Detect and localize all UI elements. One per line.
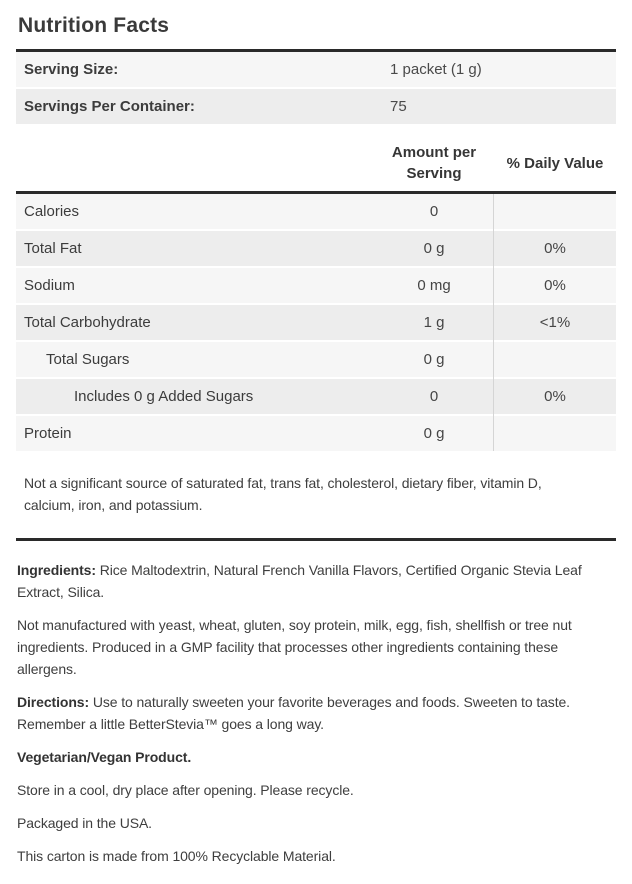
vegetarian-vegan-paragraph: Vegetarian/Vegan Product. <box>17 746 615 768</box>
packaged-text: Packaged in the USA. <box>17 815 152 831</box>
column-divider <box>493 194 494 451</box>
nutrient-amount: 0 g <box>423 425 445 442</box>
product-info-section: Ingredients: Rice Maltodextrin, Natural … <box>16 541 616 867</box>
servings-per-container-row: Servings Per Container: 75 <box>16 89 616 124</box>
nutrient-table-top-rule <box>16 191 616 194</box>
nutrient-table-header: Amount per Serving % Daily Value <box>16 142 616 191</box>
top-rule <box>16 49 616 52</box>
nutrient-daily-value: 0% <box>544 388 566 405</box>
amount-per-serving-header: Amount per Serving <box>391 144 477 182</box>
daily-value-header: % Daily Value <box>506 154 604 172</box>
nutrient-label: Total Fat <box>24 240 82 257</box>
ingredients-lead: Ingredients: <box>17 562 96 578</box>
recyclable-paragraph: This carton is made from 100% Recyclable… <box>17 845 615 867</box>
nutrient-daily-value: 0% <box>544 277 566 294</box>
nutrient-label: Total Carbohydrate <box>24 314 151 331</box>
directions-text: Use to naturally sweeten your favorite b… <box>17 694 570 732</box>
nutrient-label: Total Sugars <box>46 351 130 368</box>
page-title: Nutrition Facts <box>18 14 170 37</box>
nutrient-amount: 0 <box>429 203 439 220</box>
nutrient-daily-value: 0% <box>544 240 566 257</box>
vegetarian-vegan-lead: Vegetarian/Vegan Product. <box>17 749 192 765</box>
nutrient-label: Protein <box>24 425 72 442</box>
table-row-total-sugars: Total Sugars 0 g <box>16 342 616 377</box>
serving-size-value: 1 packet (1 g) <box>390 61 482 78</box>
ingredients-text: Rice Maltodextrin, Natural French Vanill… <box>17 562 582 600</box>
nutrient-label: Includes 0 g Added Sugars <box>74 388 254 405</box>
nutrient-table-body: Calories 0 Total Fat 0 g 0% Sodium 0 mg … <box>16 194 616 451</box>
nutrient-amount: 1 g <box>423 314 445 331</box>
nutrient-amount: 0 <box>429 388 439 405</box>
table-row-total-carbohydrate: Total Carbohydrate 1 g <1% <box>16 305 616 340</box>
directions-paragraph: Directions: Use to naturally sweeten you… <box>17 691 615 735</box>
allergen-paragraph: Not manufactured with yeast, wheat, glut… <box>17 614 615 680</box>
nutrient-amount: 0 g <box>423 351 445 368</box>
nutrient-label: Sodium <box>24 277 75 294</box>
serving-size-label: Serving Size: <box>24 61 119 78</box>
nutrient-label: Calories <box>24 203 80 220</box>
servings-per-container-label: Servings Per Container: <box>24 98 195 115</box>
table-row-sodium: Sodium 0 mg 0% <box>16 268 616 303</box>
table-row-added-sugars: Includes 0 g Added Sugars 0 0% <box>16 379 616 414</box>
nutrient-table: Amount per Serving % Daily Value Calorie… <box>16 142 616 541</box>
nutrient-amount: 0 mg <box>417 277 451 294</box>
ingredients-paragraph: Ingredients: Rice Maltodextrin, Natural … <box>17 559 615 603</box>
bottom-rule <box>16 538 616 541</box>
allergen-text: Not manufactured with yeast, wheat, glut… <box>17 617 572 677</box>
serving-size-row: Serving Size: 1 packet (1 g) <box>16 52 616 87</box>
storage-text: Store in a cool, dry place after opening… <box>17 782 354 798</box>
nutrient-daily-value: <1% <box>539 314 571 331</box>
servings-per-container-value: 75 <box>390 98 407 115</box>
table-row-protein: Protein 0 g <box>16 416 616 451</box>
packaged-paragraph: Packaged in the USA. <box>17 812 615 834</box>
table-row-total-fat: Total Fat 0 g 0% <box>16 231 616 266</box>
nutrient-amount: 0 g <box>423 240 445 257</box>
table-row-calories: Calories 0 <box>16 194 616 229</box>
not-significant-source-footnote: Not a significant source of saturated fa… <box>24 475 542 513</box>
serving-info-table: Serving Size: 1 packet (1 g) Servings Pe… <box>16 52 616 124</box>
recyclable-text: This carton is made from 100% Recyclable… <box>17 848 336 864</box>
storage-paragraph: Store in a cool, dry place after opening… <box>17 779 615 801</box>
directions-lead: Directions: <box>17 694 90 710</box>
